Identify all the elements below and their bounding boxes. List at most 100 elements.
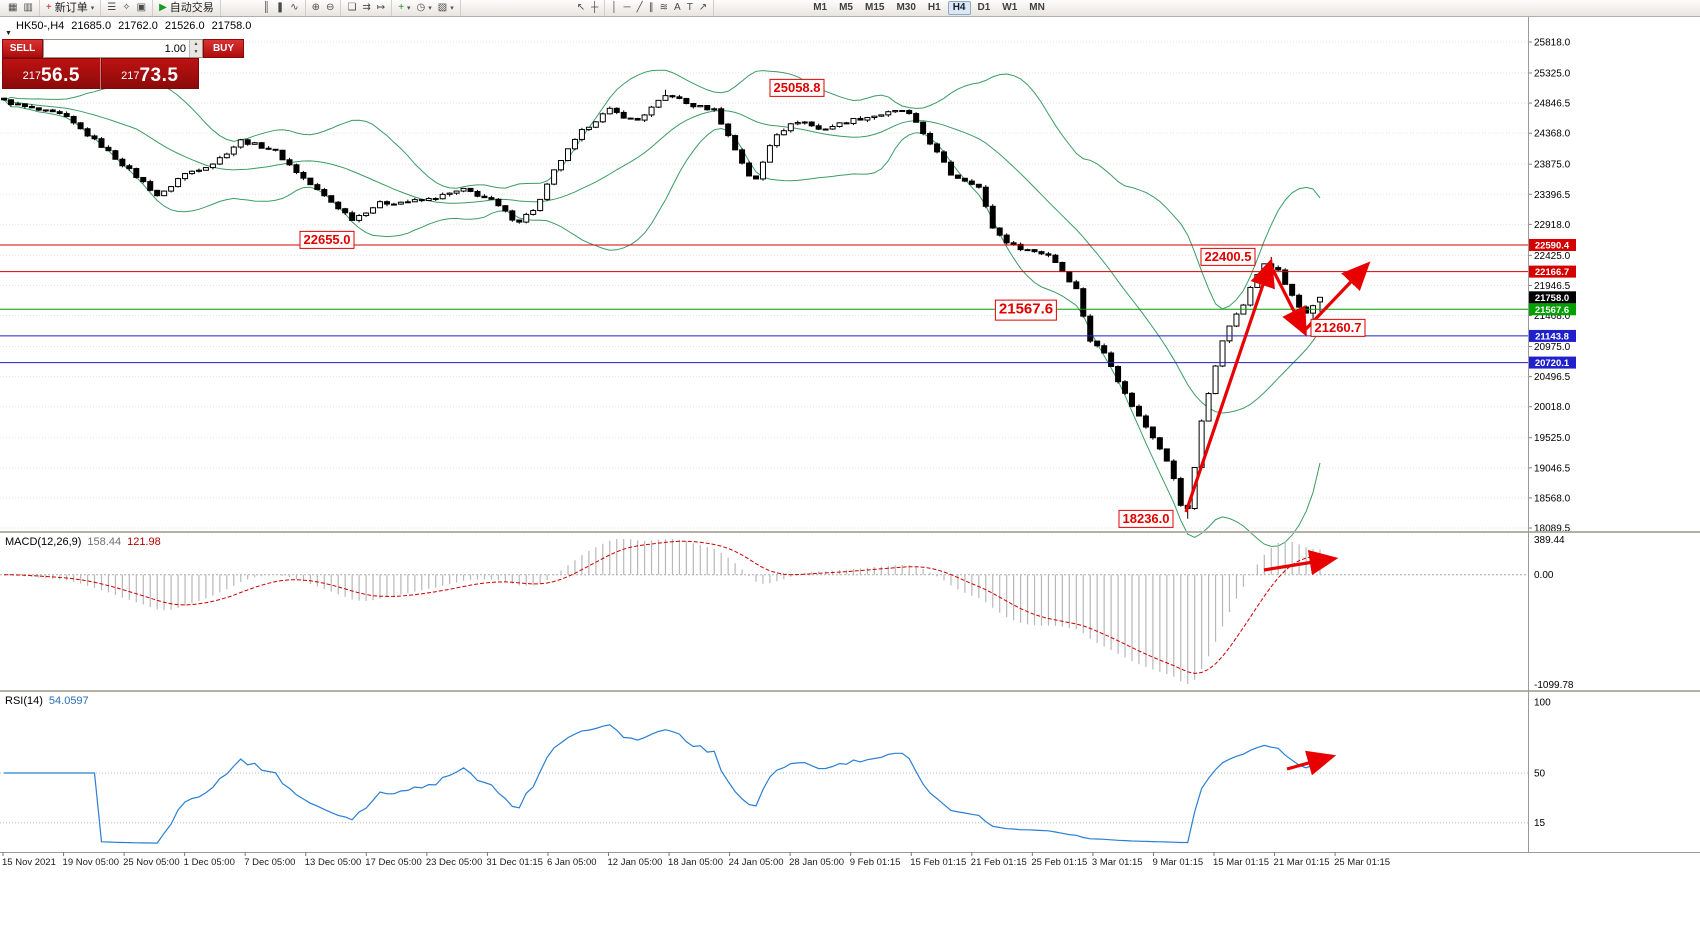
sell-price[interactable]: 217 56.5 bbox=[2, 58, 101, 89]
candle-body bbox=[509, 210, 516, 221]
time-axis-label: 1 Dec 05:00 bbox=[184, 857, 235, 868]
time-axis-label: 6 Jan 05:00 bbox=[547, 857, 597, 868]
profiles-icon[interactable]: ▥ bbox=[21, 1, 34, 16]
price-tag-label: 21758.0 bbox=[1535, 293, 1569, 304]
timeframe-h1-button[interactable]: H1 bbox=[923, 1, 946, 15]
trend-arrow[interactable] bbox=[1286, 750, 1337, 776]
templates-icon[interactable]: ▧ ▾ bbox=[436, 1, 456, 16]
price-tag-label: 21143.8 bbox=[1535, 331, 1569, 342]
text-label-icon[interactable]: T bbox=[685, 1, 695, 16]
price-axis-label: 20496.5 bbox=[1534, 372, 1571, 383]
timeframe-h4-button[interactable]: H4 bbox=[947, 1, 971, 15]
new-chart-icon[interactable]: ▦ bbox=[6, 1, 19, 16]
zoom-in-icon[interactable]: ⊕ bbox=[310, 1, 322, 16]
candle-body bbox=[669, 95, 676, 98]
trend-arrow[interactable] bbox=[1184, 257, 1275, 513]
candle-body bbox=[202, 167, 209, 171]
zoom-out-icon[interactable]: ⊖ bbox=[324, 1, 336, 16]
candle-body bbox=[732, 135, 739, 151]
periods-icon[interactable]: ◷ ▾ bbox=[415, 1, 434, 16]
new-order-button: + bbox=[45, 2, 52, 13]
market-watch-icon[interactable]: ☰ bbox=[105, 1, 118, 16]
buy-price[interactable]: 217 73.5 bbox=[100, 58, 199, 89]
toolbar-group: ☰ ✧ ▣ bbox=[101, 0, 154, 16]
timeframe-m30-button[interactable]: M30 bbox=[891, 1, 920, 15]
candle-body bbox=[195, 169, 202, 172]
price-annotation[interactable]: 21260.7 bbox=[1310, 318, 1366, 338]
candle-body bbox=[885, 111, 892, 116]
candle-body bbox=[300, 171, 307, 179]
price-annotation[interactable]: 22655.0 bbox=[299, 230, 355, 250]
new-order-button[interactable]: + 新订单 ▾ bbox=[44, 1, 96, 16]
trendline-icon[interactable]: ╱ bbox=[635, 1, 645, 16]
trend-arrow[interactable] bbox=[1268, 263, 1307, 337]
price-axis-label: 23396.5 bbox=[1534, 190, 1571, 201]
panel-divider[interactable] bbox=[0, 531, 1700, 533]
timeframe-m5-button[interactable]: M5 bbox=[834, 1, 858, 15]
chart-plot-area[interactable] bbox=[0, 16, 1528, 531]
timeframe-d1-button[interactable]: D1 bbox=[973, 1, 996, 15]
candle-body bbox=[655, 99, 662, 108]
candle-body bbox=[363, 212, 370, 217]
trend-arrow[interactable] bbox=[1263, 549, 1339, 576]
timeframe-mn-button[interactable]: MN bbox=[1024, 1, 1050, 15]
indicators-icon[interactable]: + ▾ bbox=[396, 1, 412, 16]
fibonacci-icon[interactable]: ≋ bbox=[658, 1, 670, 16]
price-annotation[interactable]: 18236.0 bbox=[1118, 509, 1174, 529]
timeframe-m1-button[interactable]: M1 bbox=[808, 1, 832, 15]
sell-button[interactable]: SELL bbox=[2, 39, 43, 58]
candlestick-chart-icon[interactable]: ❚ bbox=[274, 1, 286, 16]
price-axis-label: 24368.0 bbox=[1534, 129, 1571, 140]
rsi-value: 54.0597 bbox=[48, 695, 89, 707]
price-tag bbox=[1529, 238, 1576, 251]
one-click-collapse-icon[interactable]: ▼ bbox=[5, 30, 12, 37]
cursor-icon: ↖ bbox=[576, 2, 586, 13]
timeframe-w1-button[interactable]: W1 bbox=[997, 1, 1022, 15]
candle-body bbox=[606, 107, 613, 115]
candle-body bbox=[996, 227, 1003, 236]
macd-scale-label: -1099.78 bbox=[1534, 680, 1574, 691]
one-click-top-row: SELL ▲ ▼ BUY bbox=[2, 39, 244, 58]
candle-body bbox=[495, 198, 502, 207]
timeframe-m15-button[interactable]: M15 bbox=[860, 1, 889, 15]
navigator-icon[interactable]: ✧ bbox=[120, 1, 132, 16]
candle-body bbox=[230, 146, 237, 155]
candle-body bbox=[84, 128, 91, 137]
crosshair-icon[interactable]: ┼ bbox=[589, 1, 600, 16]
price-annotation[interactable]: 22400.5 bbox=[1200, 247, 1256, 267]
auto-scroll-icon[interactable]: ⇉ bbox=[360, 1, 372, 16]
tile-windows-icon[interactable]: ❏ bbox=[345, 1, 358, 16]
bar-chart-icon[interactable]: ║ bbox=[261, 1, 272, 16]
cursor-icon[interactable]: ↖ bbox=[575, 1, 587, 16]
candle-body bbox=[1129, 392, 1135, 407]
price-annotation[interactable]: 21567.6 bbox=[994, 299, 1058, 321]
candle-body bbox=[787, 123, 794, 132]
candle-body bbox=[1247, 286, 1254, 306]
lot-decrease-button[interactable]: ▼ bbox=[190, 48, 202, 57]
candle-body bbox=[941, 151, 947, 163]
price-axis[interactable] bbox=[1529, 16, 1700, 852]
price-annotation[interactable]: 25058.8 bbox=[769, 78, 825, 98]
candle-body bbox=[1045, 253, 1052, 256]
toolbar-group: ⊕ ⊖ bbox=[306, 0, 342, 16]
lot-size-input[interactable] bbox=[44, 40, 189, 57]
auto-trading-button[interactable]: ▶ 自动交易 bbox=[157, 1, 216, 16]
channel-icon[interactable]: ∥ bbox=[647, 1, 656, 16]
candlestick-chart-icon: ❚ bbox=[275, 2, 285, 13]
candle-body bbox=[551, 169, 558, 185]
chart-shift-icon[interactable]: ↦ bbox=[375, 1, 387, 16]
time-axis-label: 25 Nov 05:00 bbox=[123, 857, 180, 868]
arrows-tool-icon[interactable]: ↗ bbox=[697, 1, 709, 16]
buy-button[interactable]: BUY bbox=[203, 39, 244, 58]
candle-body bbox=[662, 95, 669, 101]
panel-divider[interactable] bbox=[0, 690, 1700, 692]
line-chart-icon[interactable]: ∿ bbox=[288, 1, 300, 16]
horizontal-line-icon[interactable]: ─ bbox=[622, 1, 633, 16]
lot-increase-button[interactable]: ▲ bbox=[190, 40, 202, 49]
candle-body bbox=[599, 113, 606, 123]
candle-body bbox=[105, 146, 112, 152]
terminal-icon[interactable]: ▣ bbox=[135, 1, 148, 16]
vertical-line-icon[interactable]: │ bbox=[609, 1, 619, 16]
text-icon[interactable]: A bbox=[672, 1, 683, 16]
